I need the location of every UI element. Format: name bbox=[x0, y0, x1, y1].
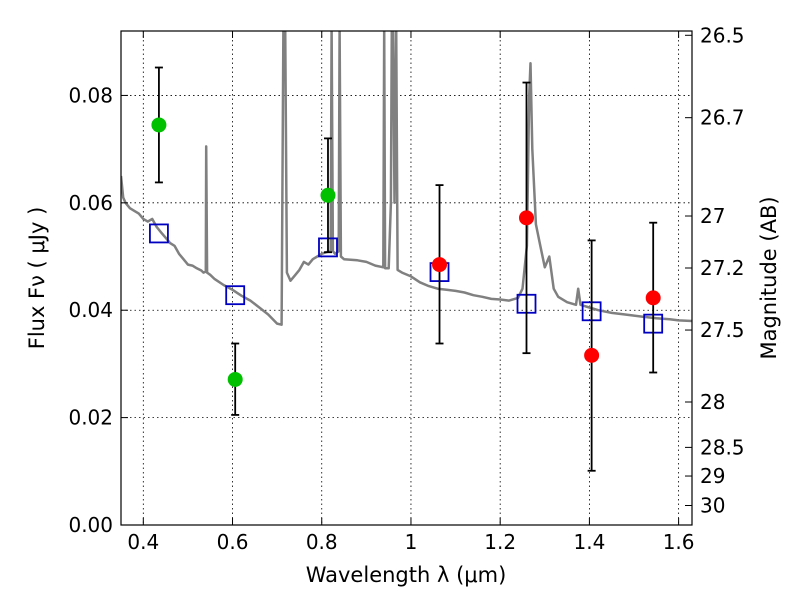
green-data-point bbox=[151, 117, 167, 133]
y2-tick-label: 26.5 bbox=[700, 23, 745, 47]
error-bars bbox=[154, 66, 658, 472]
y2-tick-label: 27 bbox=[700, 204, 725, 228]
y2-tick-label: 28.5 bbox=[700, 435, 745, 459]
y2-tick-label: 28 bbox=[700, 390, 725, 414]
y2-axis-ticks: 26.5 26.7 27 27.2 27.5 28 28.5 29 30 bbox=[685, 23, 745, 518]
red-data-point bbox=[518, 210, 534, 226]
x-tick-label: 0.8 bbox=[306, 530, 338, 554]
x-tick-label: 0.6 bbox=[217, 530, 249, 554]
x-tick-label: 1 bbox=[405, 530, 418, 554]
model-spectrum-line bbox=[121, 31, 692, 326]
y2-tick-label: 26.7 bbox=[700, 106, 745, 130]
y-tick-label: 0.02 bbox=[68, 406, 113, 430]
observed-points bbox=[151, 117, 661, 387]
x-axis-label: Wavelength λ (μm) bbox=[306, 563, 507, 587]
y-axis-label: Flux Fν ( μJy ) bbox=[25, 207, 49, 350]
model-band-square bbox=[149, 223, 169, 244]
y2-axis-label: Magnitude (AB) bbox=[757, 196, 781, 359]
model-band-points bbox=[149, 223, 664, 334]
y-tick-label: 0.00 bbox=[68, 513, 113, 537]
y2-tick-label: 27.2 bbox=[700, 256, 745, 280]
model-band-square bbox=[225, 285, 246, 306]
y2-tick-label: 29 bbox=[700, 464, 725, 488]
y-tick-label: 0.06 bbox=[68, 191, 113, 215]
x-axis-ticks: 0.4 0.6 0.8 1 1.2 1.4 1.6 bbox=[127, 31, 695, 554]
x-tick-label: 1.6 bbox=[663, 530, 695, 554]
grid-lines bbox=[121, 31, 692, 525]
red-data-point bbox=[645, 290, 661, 306]
green-data-point bbox=[227, 371, 243, 387]
red-data-point bbox=[584, 347, 600, 363]
y-tick-label: 0.04 bbox=[68, 298, 113, 322]
red-data-point bbox=[432, 257, 448, 273]
y2-tick-label: 27.5 bbox=[700, 318, 745, 342]
y-axis-ticks: 0.00 0.02 0.04 0.06 0.08 bbox=[68, 83, 128, 537]
y2-tick-label: 30 bbox=[700, 494, 725, 518]
model-spectrum bbox=[121, 31, 692, 326]
x-tick-label: 1.2 bbox=[484, 530, 516, 554]
green-data-point bbox=[320, 187, 336, 203]
plot-area bbox=[121, 31, 692, 472]
x-tick-label: 1.4 bbox=[573, 530, 605, 554]
y-tick-label: 0.08 bbox=[68, 83, 113, 107]
plot-frame bbox=[120, 30, 693, 526]
x-tick-label: 0.4 bbox=[127, 530, 159, 554]
